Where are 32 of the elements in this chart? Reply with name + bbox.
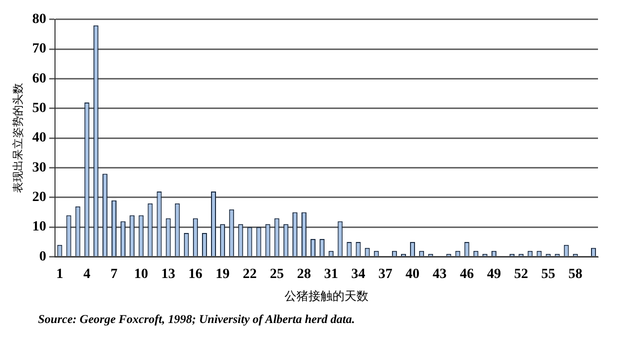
x-tick-label: 19 [216,266,230,282]
x-tick-label: 4 [83,266,90,282]
y-tick-label: 70 [32,42,46,57]
x-tick-label: 55 [541,266,556,282]
x-tick-label: 10 [134,266,148,282]
x-tick-label: 13 [161,266,176,282]
y-tick-label: 30 [32,160,46,176]
y-tick-label: 60 [32,71,46,86]
x-tick-label: 16 [188,266,202,282]
y-tick-label: 10 [32,220,46,235]
x-tick-label: 52 [514,266,528,282]
y-tick-label: 0 [39,249,46,264]
x-tick-label: 25 [270,266,284,282]
x-tick-label: 1 [56,266,64,282]
x-tick-label: 22 [242,266,257,282]
x-tick-label: 28 [296,266,311,282]
x-axis-title: 公猪接触的天数 [284,288,369,303]
y-tick-label: 50 [32,101,46,116]
y-tick-label: 80 [32,12,46,28]
x-tick-label: 49 [486,266,501,282]
source-note: Source: George Foxcroft, 1998; University of Alberta herd data. [38,312,356,327]
y-axis-title: 表现出呆立姿势的头数 [11,83,24,194]
y-tick-label: 40 [32,130,46,146]
x-tick-label: 40 [406,266,420,282]
x-tick-label: 31 [324,266,338,282]
x-tick-label: 46 [460,266,474,282]
x-tick-label: 34 [351,266,366,282]
y-tick-label: 20 [32,190,46,206]
x-tick-label: 58 [568,266,582,282]
x-tick-label: 37 [378,266,392,282]
x-tick-label: 43 [432,266,447,282]
x-tick-label: 7 [110,266,118,282]
